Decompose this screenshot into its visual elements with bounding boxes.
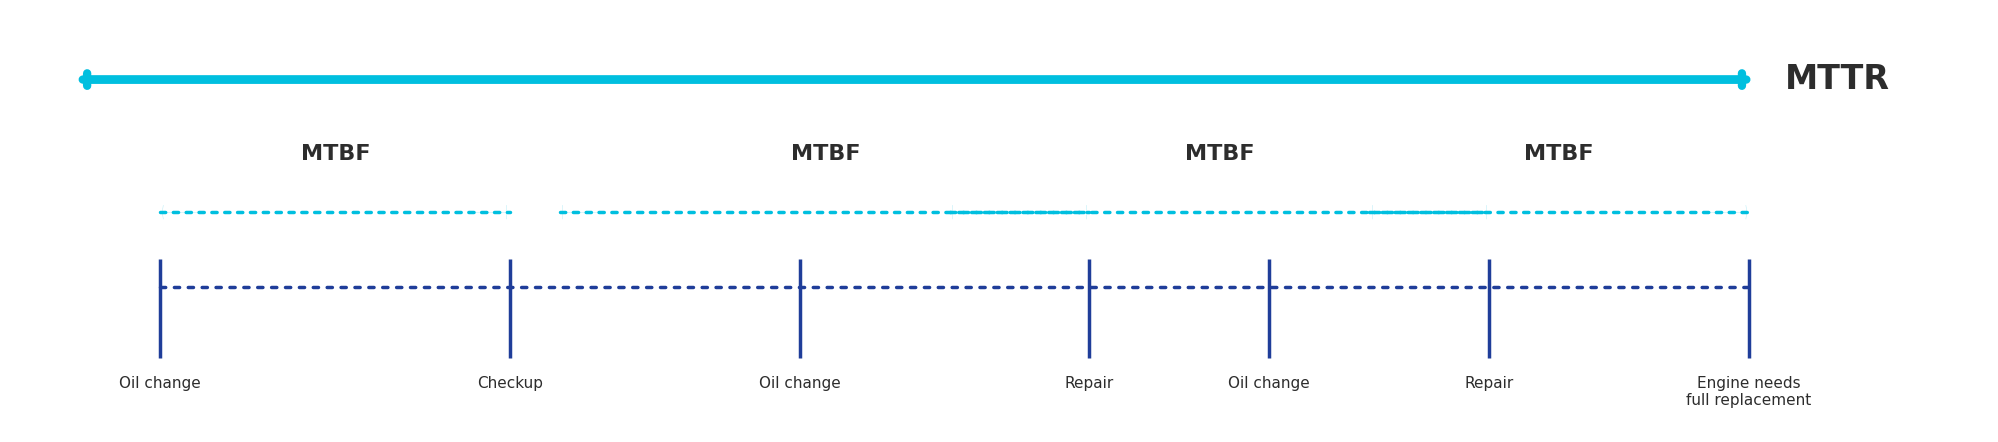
- Text: Checkup: Checkup: [476, 376, 543, 391]
- Text: MTBF: MTBF: [1524, 144, 1592, 164]
- Text: MTBF: MTBF: [791, 144, 859, 164]
- Text: Oil change: Oil change: [1229, 376, 1309, 391]
- Text: MTTR: MTTR: [1784, 63, 1890, 96]
- Text: Oil change: Oil change: [120, 376, 200, 391]
- Text: Engine needs
full replacement: Engine needs full replacement: [1686, 376, 1810, 408]
- Text: MTBF: MTBF: [1185, 144, 1253, 164]
- Text: Repair: Repair: [1465, 376, 1512, 391]
- Text: MTBF: MTBF: [302, 144, 370, 164]
- Text: Oil change: Oil change: [759, 376, 839, 391]
- Text: Repair: Repair: [1065, 376, 1113, 391]
